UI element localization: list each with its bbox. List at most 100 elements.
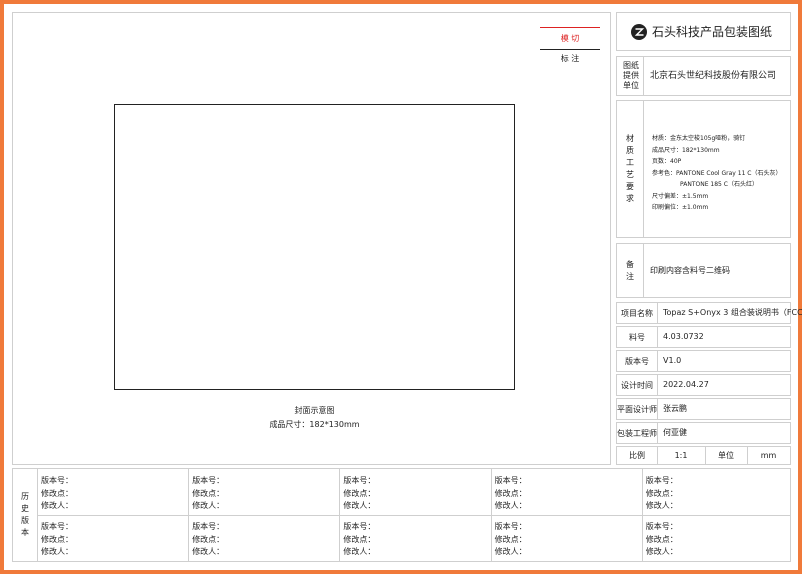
history-field: 修改人：	[645, 501, 678, 510]
die-cut: 模 切	[560, 33, 580, 43]
remarks-label-cell: 备注	[617, 244, 643, 297]
divider	[490, 515, 492, 561]
history-field: 修改点：	[494, 534, 527, 544]
divider	[657, 423, 658, 443]
history-label: 历史版本	[21, 492, 29, 537]
history-field: 修改人：	[192, 547, 225, 556]
divider	[339, 469, 341, 515]
divider	[188, 515, 190, 561]
history-field: 修改人：	[645, 547, 678, 556]
material-label-cell: 材质工艺要求	[617, 101, 643, 237]
black-line	[540, 49, 600, 50]
supplier-value: 北京石头世纪科技股份有限公司	[650, 71, 777, 81]
unit-label: 单位	[718, 451, 734, 460]
material-line: 成品尺寸：182*130mm	[652, 146, 720, 154]
history-field: 修改点：	[645, 488, 678, 498]
history-field: 修改点：	[343, 534, 376, 544]
info-row: 设计时间 2022.04.27	[616, 374, 791, 396]
history-field: 版本号：	[41, 522, 73, 531]
history-field: 版本号：	[343, 476, 376, 485]
history-field: 版本号：	[192, 476, 225, 485]
history-field: 版本号：	[494, 476, 527, 485]
scale-row: 比例 1:1 单位 mm	[616, 446, 791, 465]
info-row: 料号 4.03.0732	[616, 326, 791, 348]
info-value: 4.03.0732	[663, 332, 704, 341]
info-value: 何亚健	[663, 428, 687, 437]
info-value: Topaz S+Onyx 3 组合装说明书（FCC）	[663, 308, 802, 317]
info-value: 张云鹏	[663, 404, 687, 413]
history-field: 修改点：	[41, 534, 73, 544]
history-field: 修改人：	[343, 501, 376, 510]
history-field: 修改人：	[343, 547, 376, 556]
cover-rect	[114, 104, 515, 390]
drawing-panel: 模 切 标 注 封面示意图 成品尺寸：182*130mm	[12, 12, 611, 465]
info-label: 平面设计师	[617, 404, 657, 414]
logo	[631, 24, 647, 40]
remarks-value: 印刷内容含料号二维码	[650, 266, 730, 275]
info-label: 包装工程师	[617, 428, 657, 438]
divider	[657, 399, 658, 419]
scale-value: 1:1	[674, 451, 688, 460]
history-field: 修改点：	[494, 488, 527, 498]
history-field: 修改点：	[41, 488, 73, 498]
header-box: 石头科技产品包装图纸	[616, 12, 791, 51]
divider	[37, 515, 790, 516]
material-label: 材质工艺要求	[626, 134, 634, 203]
divider	[657, 375, 658, 395]
red-line	[540, 27, 600, 28]
material-line: 页数：40P	[652, 158, 682, 165]
cover-size: 成品尺寸：182*130mm	[269, 419, 360, 429]
divider	[490, 469, 492, 515]
scale-label: 比例	[629, 451, 645, 460]
material-line: PANTONE 185 C（石头红）	[680, 181, 758, 188]
supplier-box: 图纸提供单位 北京石头世纪科技股份有限公司	[616, 56, 791, 96]
history-field: 版本号：	[192, 522, 225, 531]
remarks-label: 备注	[626, 259, 634, 281]
history-field: 修改点：	[645, 534, 678, 544]
history-field: 版本号：	[41, 476, 73, 485]
info-row: 项目名称 Topaz S+Onyx 3 组合装说明书（FCC）	[616, 302, 802, 324]
history-field: 版本号：	[494, 522, 527, 531]
info-label: 料号	[629, 332, 645, 342]
info-label: 版本号	[625, 356, 649, 366]
annotation: 标 注	[560, 53, 580, 63]
material-line: 印刷偏位：±1.0mm	[652, 204, 709, 211]
history-field: 版本号：	[343, 522, 376, 531]
history-field: 修改点：	[192, 534, 225, 544]
history-field: 版本号：	[645, 476, 678, 485]
info-row: 版本号 V1.0	[616, 350, 791, 372]
remarks-box: 备注 印刷内容含料号二维码	[616, 243, 791, 298]
divider	[657, 303, 658, 323]
divider	[339, 515, 341, 561]
material-box: 材质工艺要求 材质：金东太空梭105g哑粉，骑钉 成品尺寸：182*130mm 页数…	[616, 100, 791, 238]
history-field: 修改点：	[343, 488, 376, 498]
info-value: 2022.04.27	[663, 380, 709, 389]
divider	[657, 327, 658, 347]
divider	[657, 351, 658, 371]
divider	[641, 469, 643, 515]
supplier-label: 图纸提供单位	[623, 61, 639, 90]
history-field: 修改点：	[192, 488, 225, 498]
history-box: 历史版本 版本号： 修改点： 修改人： 版本号： 修改点： 修改人： 版本号： 修改点： 修改人…	[12, 468, 791, 562]
history-label-cell: 历史版本	[13, 469, 37, 561]
history-field: 修改人：	[41, 547, 73, 556]
history-field: 版本号：	[645, 522, 678, 531]
divider	[641, 515, 643, 561]
history-field: 修改人：	[192, 501, 225, 510]
title: 石头科技产品包装图纸	[652, 25, 773, 39]
info-label: 设计时间	[621, 380, 653, 390]
info-row: 平面设计师 张云鹏	[616, 398, 791, 420]
info-value: V1.0	[663, 356, 682, 365]
material-line: 参考色：PANTONE Cool Gray 11 C（石头灰）	[652, 169, 782, 177]
history-field: 修改人：	[494, 501, 527, 510]
material-line: 材质：金东太空梭105g哑粉，骑钉	[652, 135, 746, 142]
cover-caption: 封面示意图	[294, 405, 335, 415]
material-line: 尺寸偏差：±1.5mm	[652, 192, 709, 200]
info-label: 项目名称	[621, 308, 653, 318]
unit-value: mm	[760, 451, 777, 460]
history-field: 修改人：	[41, 501, 73, 510]
history-field: 修改人：	[494, 547, 527, 556]
